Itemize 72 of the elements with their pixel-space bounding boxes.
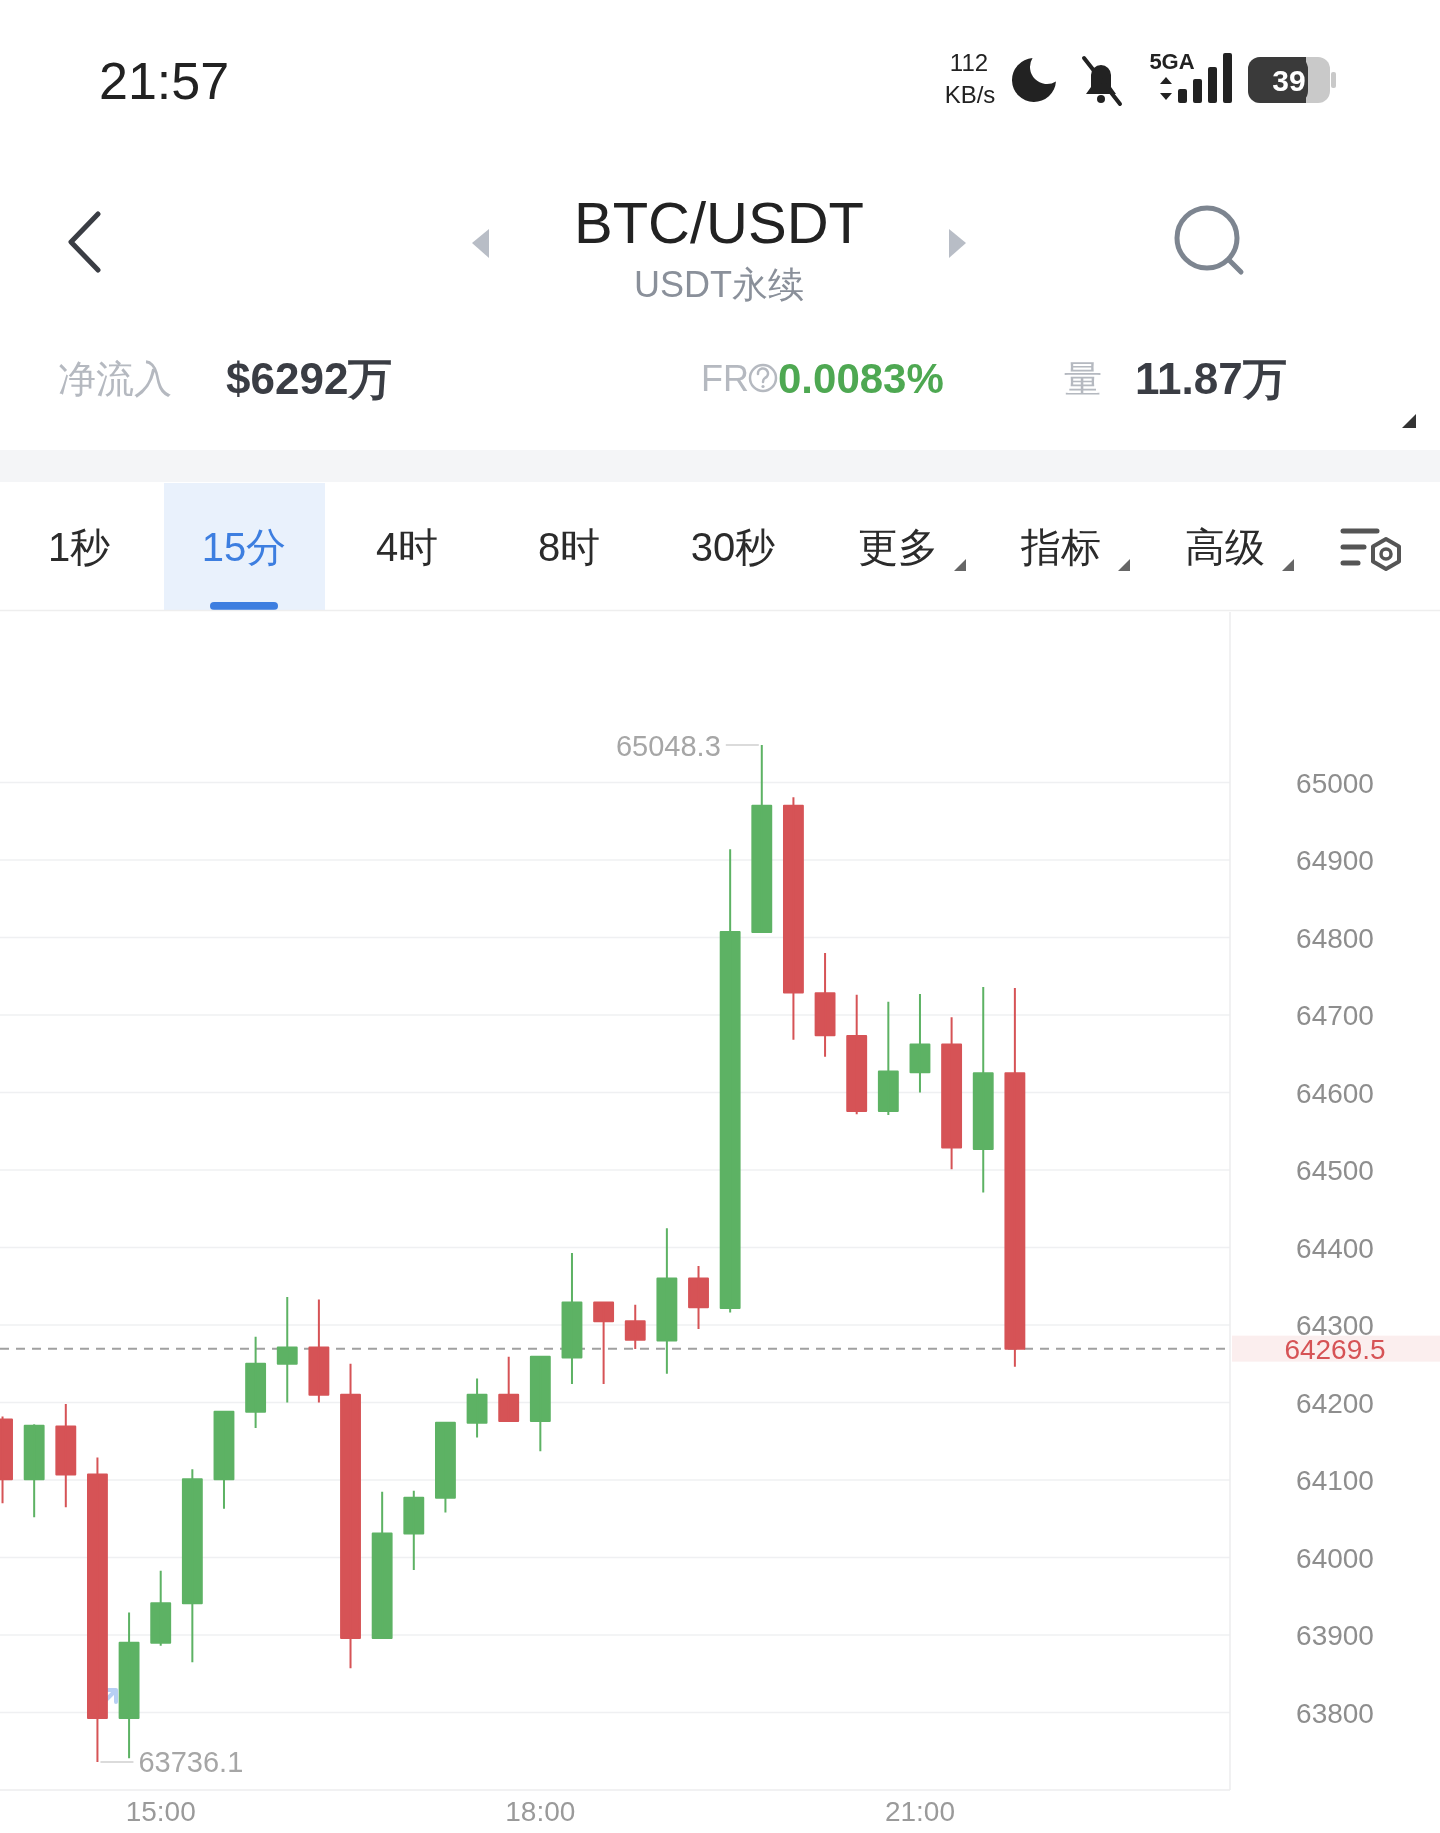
- candlestick: [181, 1468, 203, 1664]
- candlestick: [561, 1251, 583, 1385]
- y-tick-label: 64200: [1296, 1387, 1374, 1419]
- candlestick: [87, 1456, 108, 1764]
- candlestick: [529, 1355, 551, 1453]
- y-tick-label: 64400: [1296, 1232, 1374, 1264]
- chart-subtitle: USDT永续: [634, 263, 804, 305]
- text: 30秒: [690, 525, 776, 570]
- candlestick: [498, 1355, 520, 1423]
- candlestick: [593, 1301, 615, 1385]
- candlestick: [23, 1423, 45, 1519]
- text: 更多: [858, 525, 938, 570]
- chart-title: BTC/USDT: [574, 189, 864, 255]
- candlestick: [624, 1303, 646, 1351]
- candlestick: [118, 1611, 140, 1760]
- candlestick: [434, 1420, 456, 1514]
- extreme-note: 65048.3: [615, 729, 760, 762]
- text: $6292万: [226, 353, 393, 403]
- x-tick-label: 18:00: [505, 1796, 576, 1828]
- text: 11.87万: [1135, 353, 1287, 403]
- text: 39: [1272, 63, 1306, 97]
- candlestick: [403, 1489, 425, 1571]
- candlestick: [877, 1000, 899, 1116]
- candlestick: [340, 1362, 361, 1670]
- x-tick-label: 21:00: [884, 1796, 956, 1828]
- y-tick-label: 65000: [1296, 767, 1374, 799]
- y-tick-label: 64700: [1296, 1000, 1374, 1032]
- text: 15分: [201, 525, 287, 570]
- y-tick-label: 63900: [1296, 1620, 1374, 1652]
- annotation: 63736.1: [138, 1746, 244, 1779]
- y-tick-label: 64600: [1296, 1077, 1374, 1109]
- candlestick: [909, 993, 931, 1094]
- x-tick-label: 15:00: [125, 1796, 196, 1828]
- candlestick: [308, 1298, 330, 1404]
- candlestick: [972, 986, 994, 1194]
- candlestick: [150, 1569, 172, 1647]
- annotation: 65048.3: [615, 729, 721, 762]
- text: 0.0083%: [778, 355, 944, 403]
- y-tick-label: 64800: [1296, 922, 1374, 954]
- candlestick: [751, 744, 773, 934]
- candlestick: [245, 1335, 267, 1430]
- y-tick-label: 64500: [1296, 1155, 1374, 1187]
- y-tick-label: 64000: [1296, 1542, 1374, 1574]
- text: 4时: [375, 525, 439, 570]
- text: 21:57: [99, 51, 230, 110]
- text: KB/s: [944, 80, 996, 108]
- candlestick: [782, 796, 804, 1041]
- text: 净流入: [58, 357, 172, 400]
- y-tick-label: 64900: [1296, 845, 1374, 877]
- text: 112: [949, 48, 989, 76]
- candlestick: [688, 1265, 709, 1330]
- extreme-note: 63736.1: [99, 1746, 244, 1779]
- text: 8时: [537, 525, 601, 570]
- text: 量: [1064, 357, 1102, 400]
- text: 指标: [1020, 525, 1101, 570]
- candlestick: [846, 993, 868, 1116]
- candlestick: [1004, 986, 1026, 1368]
- text: 1秒: [47, 525, 111, 570]
- y-tick-label: 63800: [1296, 1697, 1374, 1729]
- y-tick-label: 64100: [1296, 1465, 1374, 1497]
- text: 5GA: [1149, 48, 1195, 74]
- candlestick: [466, 1377, 488, 1439]
- candlestick: [371, 1490, 393, 1640]
- candlestick: [55, 1403, 77, 1509]
- candlestick: [656, 1227, 678, 1375]
- candlestick: [719, 848, 741, 1314]
- candlestick: [941, 1016, 963, 1171]
- text: FR: [701, 357, 749, 399]
- text: 高级: [1185, 525, 1265, 570]
- candlestick: [213, 1410, 235, 1510]
- candlestick: [814, 952, 836, 1058]
- candlestick: [276, 1296, 298, 1404]
